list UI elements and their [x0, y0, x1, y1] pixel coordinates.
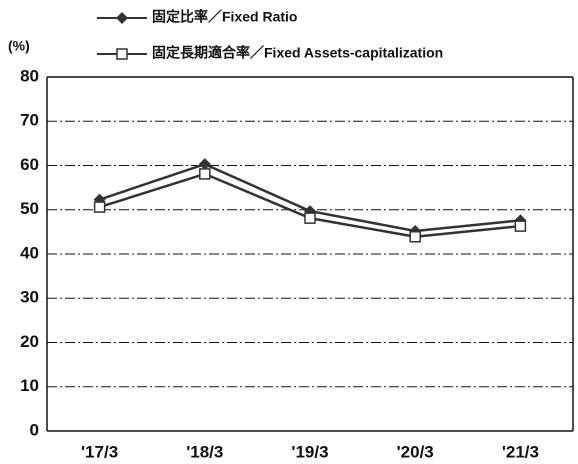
- y-tick-label: 20: [20, 332, 39, 351]
- x-tick-label: '20/3: [397, 442, 434, 461]
- legend-label: 固定比率／Fixed Ratio: [152, 9, 297, 25]
- y-axis-label: (%): [8, 38, 30, 54]
- x-tick-label: '21/3: [502, 442, 539, 461]
- marker-square: [116, 48, 128, 60]
- x-tick-label: '17/3: [81, 442, 118, 461]
- x-tick-label: '19/3: [291, 442, 328, 461]
- y-tick-label: 50: [20, 199, 39, 218]
- y-tick-label: 40: [20, 243, 39, 262]
- marker-square: [409, 230, 421, 243]
- marker-square: [199, 168, 211, 180]
- marker-diamond: [116, 12, 128, 24]
- y-tick-label: 30: [20, 288, 39, 307]
- y-tick-label: 0: [30, 420, 39, 439]
- legend-label: 固定長期適合率／Fixed Assets-capitalization: [152, 45, 443, 61]
- y-tick-label: 80: [20, 66, 39, 85]
- y-tick-label: 70: [20, 111, 39, 130]
- marker-square: [93, 201, 106, 213]
- marker-square: [304, 212, 316, 224]
- marker-square: [514, 220, 527, 232]
- y-tick-label: 10: [20, 376, 39, 395]
- y-tick-label: 60: [20, 155, 39, 174]
- x-tick-label: '18/3: [186, 442, 223, 461]
- marker-diamond: [198, 158, 211, 171]
